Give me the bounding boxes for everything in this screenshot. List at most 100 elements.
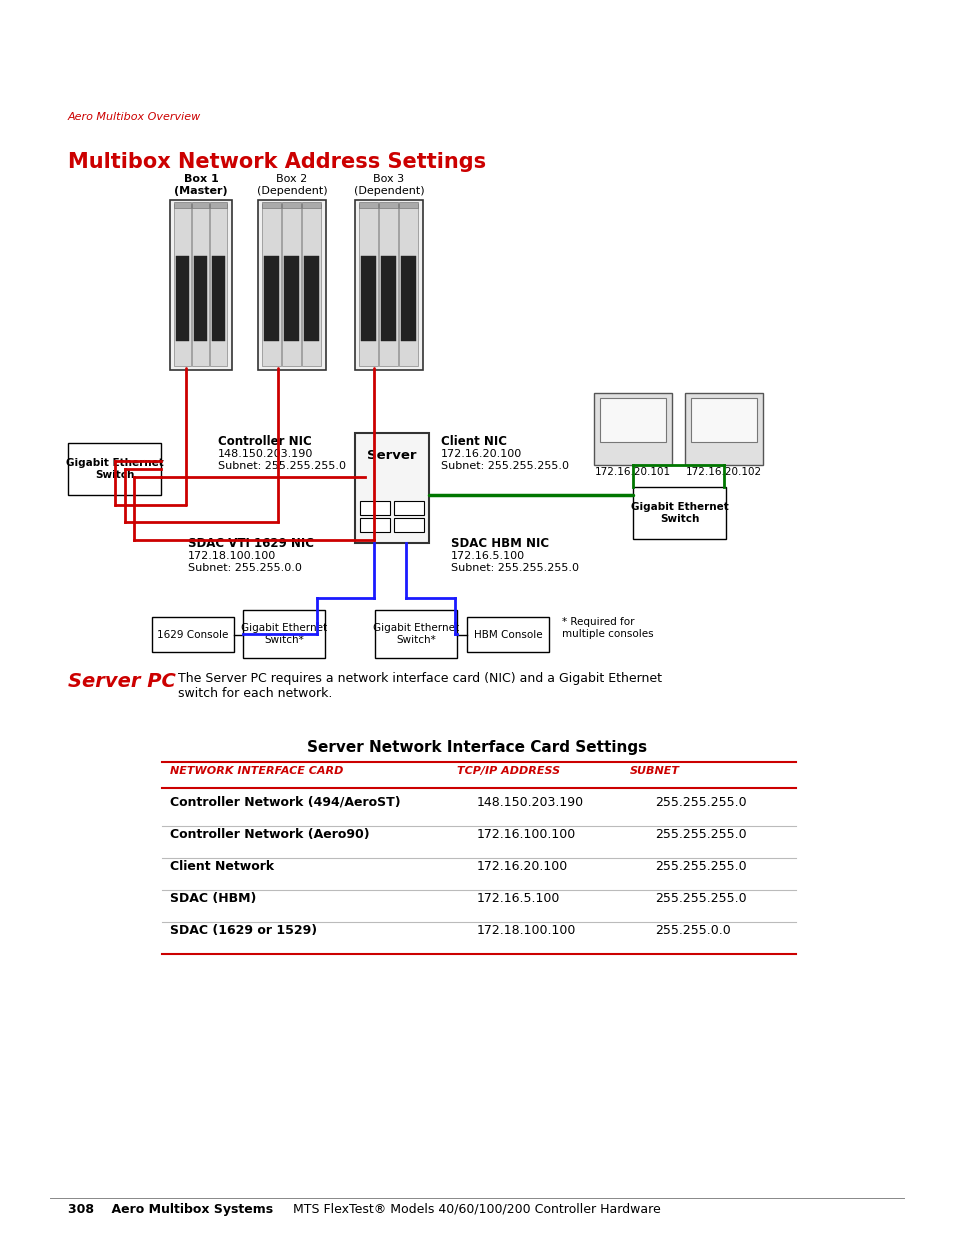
Bar xyxy=(380,256,395,341)
Bar xyxy=(243,610,325,658)
Bar xyxy=(360,256,375,341)
Bar xyxy=(173,204,191,366)
Bar xyxy=(358,203,377,207)
Bar xyxy=(262,203,281,207)
Text: SDAC (HBM): SDAC (HBM) xyxy=(170,892,256,905)
Text: SDAC HBM NIC: SDAC HBM NIC xyxy=(451,537,549,550)
Text: 172.16.20.101: 172.16.20.101 xyxy=(595,467,670,477)
Bar xyxy=(173,203,191,207)
Bar xyxy=(193,256,207,341)
Bar xyxy=(400,256,416,341)
Text: Box 3
(Dependent): Box 3 (Dependent) xyxy=(354,174,424,196)
Bar xyxy=(355,200,422,370)
Text: NIC: NIC xyxy=(400,504,416,513)
Text: The Server PC requires a network interface card (NIC) and a Gigabit Ethernet
swi: The Server PC requires a network interfa… xyxy=(178,672,661,700)
Text: Controller Network (494/AeroST): Controller Network (494/AeroST) xyxy=(170,797,400,809)
Bar xyxy=(684,393,762,466)
Bar xyxy=(378,203,397,207)
Text: Subnet: 255.255.255.0: Subnet: 255.255.255.0 xyxy=(451,563,578,573)
Bar xyxy=(264,256,278,341)
Bar xyxy=(355,433,429,543)
Text: 172.18.100.100: 172.18.100.100 xyxy=(188,551,276,561)
Text: MTS FlexTest® Models 40/60/100/200 Controller Hardware: MTS FlexTest® Models 40/60/100/200 Contr… xyxy=(293,1203,660,1216)
Bar xyxy=(192,203,209,207)
Bar xyxy=(192,204,209,366)
Text: Subnet: 255.255.0.0: Subnet: 255.255.0.0 xyxy=(188,563,301,573)
Bar xyxy=(152,618,233,652)
Bar xyxy=(378,204,397,366)
Bar xyxy=(175,256,189,341)
Bar xyxy=(68,443,161,495)
Bar xyxy=(633,487,725,538)
Text: 172.16.20.100: 172.16.20.100 xyxy=(440,450,521,459)
Bar xyxy=(375,610,456,658)
Text: NIC: NIC xyxy=(400,520,416,530)
Text: SDAC VTI 1629 NIC: SDAC VTI 1629 NIC xyxy=(188,537,314,550)
Text: 148.150.203.190: 148.150.203.190 xyxy=(218,450,313,459)
Text: Subnet: 255.255.255.0: Subnet: 255.255.255.0 xyxy=(218,461,346,471)
Text: 148.150.203.190: 148.150.203.190 xyxy=(476,797,583,809)
Text: Client Network: Client Network xyxy=(170,860,274,873)
Text: 255.255.255.0: 255.255.255.0 xyxy=(655,892,746,905)
Bar xyxy=(282,203,301,207)
Text: 255.255.255.0: 255.255.255.0 xyxy=(655,827,746,841)
Text: Gigabit Ethernet
Switch: Gigabit Ethernet Switch xyxy=(630,503,727,524)
Text: Aero Multibox Overview: Aero Multibox Overview xyxy=(68,112,201,122)
Bar xyxy=(594,393,671,466)
Bar xyxy=(302,204,320,366)
Text: SDAC (1629 or 1529): SDAC (1629 or 1529) xyxy=(170,924,316,937)
Bar xyxy=(302,203,320,207)
Text: Server Network Interface Card Settings: Server Network Interface Card Settings xyxy=(307,740,646,755)
Text: 255.255.0.0: 255.255.0.0 xyxy=(655,924,730,937)
Text: Client NIC: Client NIC xyxy=(440,435,506,448)
Text: 1629 Console: 1629 Console xyxy=(157,630,229,640)
Text: 172.16.20.100: 172.16.20.100 xyxy=(476,860,568,873)
Text: * Required for
multiple consoles: * Required for multiple consoles xyxy=(561,618,653,638)
Text: 172.18.100.100: 172.18.100.100 xyxy=(476,924,576,937)
Text: 172.16.5.100: 172.16.5.100 xyxy=(451,551,524,561)
Bar xyxy=(210,204,227,366)
Bar xyxy=(394,517,423,532)
Bar xyxy=(394,501,423,515)
Bar xyxy=(257,200,326,370)
Text: 172.16.100.100: 172.16.100.100 xyxy=(476,827,576,841)
Bar xyxy=(398,204,417,366)
Bar xyxy=(170,200,232,370)
Text: TCP/IP ADDRESS: TCP/IP ADDRESS xyxy=(456,766,559,776)
Text: Gigabit Ethernet
Switch*: Gigabit Ethernet Switch* xyxy=(241,624,327,645)
Text: Subnet: 255.255.255.0: Subnet: 255.255.255.0 xyxy=(440,461,568,471)
Bar xyxy=(210,203,227,207)
Text: Client 2: Client 2 xyxy=(698,415,749,427)
Text: NETWORK INTERFACE CARD: NETWORK INTERFACE CARD xyxy=(170,766,343,776)
Text: 308    Aero Multibox Systems: 308 Aero Multibox Systems xyxy=(68,1203,273,1216)
Bar xyxy=(304,256,318,341)
Text: 172.16.5.100: 172.16.5.100 xyxy=(476,892,559,905)
Bar xyxy=(398,203,417,207)
Text: Server: Server xyxy=(367,450,416,462)
Text: Gigabit Ethernet
Switch: Gigabit Ethernet Switch xyxy=(66,458,163,480)
Text: 255.255.255.0: 255.255.255.0 xyxy=(655,797,746,809)
Bar xyxy=(599,398,665,442)
Text: Server PC: Server PC xyxy=(68,672,175,692)
Bar xyxy=(284,256,298,341)
Text: Controller NIC: Controller NIC xyxy=(218,435,312,448)
Bar xyxy=(282,204,301,366)
Text: 255.255.255.0: 255.255.255.0 xyxy=(655,860,746,873)
Text: NIC: NIC xyxy=(367,504,383,513)
Text: Controller Network (Aero90): Controller Network (Aero90) xyxy=(170,827,369,841)
Bar xyxy=(690,398,757,442)
Text: Box 1
(Master): Box 1 (Master) xyxy=(174,174,228,196)
Text: 172.16.20.102: 172.16.20.102 xyxy=(685,467,761,477)
Bar xyxy=(262,204,281,366)
Bar xyxy=(467,618,548,652)
Bar xyxy=(359,501,390,515)
Bar xyxy=(212,256,225,341)
Text: HBM Console: HBM Console xyxy=(474,630,541,640)
Text: SUBNET: SUBNET xyxy=(629,766,679,776)
Bar xyxy=(358,204,377,366)
Text: Box 2
(Dependent): Box 2 (Dependent) xyxy=(256,174,327,196)
Text: NIC: NIC xyxy=(367,520,383,530)
Text: Client 1: Client 1 xyxy=(607,415,658,427)
Text: Gigabit Ethernet
Switch*: Gigabit Ethernet Switch* xyxy=(373,624,458,645)
Bar xyxy=(359,517,390,532)
